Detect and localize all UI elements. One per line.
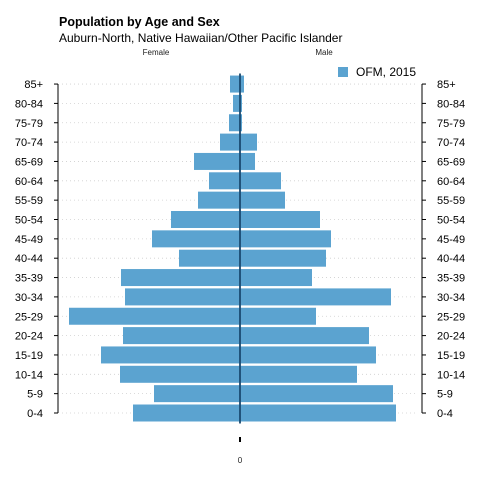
legend-label: OFM, 2015	[356, 65, 416, 79]
bar-female-20-24	[123, 327, 240, 345]
zero-tick-label: 0	[238, 456, 243, 465]
right-tick-label: 45-49	[437, 234, 465, 246]
right-tick-label: 15-19	[437, 350, 465, 362]
right-tick-label: 5-9	[437, 389, 453, 401]
right-tick-label: 25-29	[437, 311, 465, 323]
left-tick-label: 55-59	[15, 195, 43, 207]
left-tick-label: 25-29	[15, 311, 43, 323]
bar-female-55-59	[198, 191, 240, 209]
bar-male-15-19	[240, 346, 376, 364]
right-tick-label: 75-79	[437, 118, 465, 130]
bar-male-25-29	[240, 307, 316, 325]
female-side-label: Female	[143, 48, 170, 57]
left-tick-label: 40-44	[15, 253, 43, 265]
bar-male-30-34	[240, 288, 391, 306]
left-tick-label: 65-69	[15, 156, 43, 168]
chart-subtitle: Auburn-North, Native Hawaiian/Other Paci…	[59, 31, 342, 45]
bar-male-10-14	[240, 365, 357, 383]
bar-female-65-69	[194, 152, 240, 170]
bar-female-85+	[230, 75, 240, 93]
left-tick-label: 80-84	[15, 98, 43, 110]
bar-female-45-49	[152, 230, 240, 248]
right-tick-label: 65-69	[437, 156, 465, 168]
legend: OFM, 2015	[338, 65, 416, 79]
right-tick-label: 30-34	[437, 292, 465, 304]
bars-group	[69, 75, 396, 422]
bar-female-5-9	[154, 385, 240, 403]
right-tick-label: 50-54	[437, 215, 465, 227]
left-tick-label: 10-14	[15, 369, 43, 381]
right-tick-label: 60-64	[437, 176, 465, 188]
left-tick-label: 70-74	[15, 137, 43, 149]
bar-male-80-84	[240, 94, 242, 112]
bar-female-30-34	[125, 288, 240, 306]
bar-female-25-29	[69, 307, 240, 325]
right-tick-label: 35-39	[437, 273, 465, 285]
bar-male-45-49	[240, 230, 331, 248]
bar-female-15-19	[101, 346, 240, 364]
bar-male-50-54	[240, 211, 320, 228]
bar-female-80-84	[233, 94, 240, 112]
legend-swatch	[338, 67, 348, 77]
bar-male-20-24	[240, 327, 369, 345]
left-tick-label: 20-24	[15, 331, 43, 343]
right-axis: 0-4 5-9 10-14 15-19 20-24 25-29 30-34 35-39 40-4…	[421, 79, 465, 420]
left-tick-label: 85+	[24, 79, 43, 91]
bar-male-70-74	[240, 133, 257, 151]
right-tick-label: 70-74	[437, 137, 465, 149]
right-tick-label: 20-24	[437, 331, 465, 343]
left-tick-label: 45-49	[15, 234, 43, 246]
bar-male-60-64	[240, 172, 281, 190]
bar-female-75-79	[229, 114, 240, 132]
left-tick-label: 60-64	[15, 176, 43, 188]
left-tick-label: 35-39	[15, 273, 43, 285]
bar-female-35-39	[121, 269, 240, 287]
bar-female-40-44	[179, 249, 240, 267]
bar-female-50-54	[171, 211, 240, 228]
bar-male-75-79	[240, 114, 242, 132]
bar-male-55-59	[240, 191, 285, 209]
chart-title: Population by Age and Sex	[59, 15, 220, 29]
left-tick-label: 75-79	[15, 118, 43, 130]
left-tick-label: 50-54	[15, 215, 43, 227]
right-tick-label: 80-84	[437, 98, 465, 110]
bar-male-65-69	[240, 152, 255, 170]
left-tick-label: 0-4	[27, 408, 43, 420]
right-tick-label: 55-59	[437, 195, 465, 207]
bar-male-40-44	[240, 249, 326, 267]
left-tick-label: 30-34	[15, 292, 43, 304]
male-side-label: Male	[315, 48, 333, 57]
bar-female-70-74	[220, 133, 240, 151]
left-axis: 0-4 5-9 10-14 15-19 20-24 25-29 30-34 35-39 40-4…	[15, 79, 59, 420]
right-tick-label: 10-14	[437, 369, 465, 381]
bar-male-0-4	[240, 404, 396, 422]
bar-female-0-4	[133, 404, 240, 422]
right-tick-label: 85+	[437, 79, 456, 91]
right-tick-label: 0-4	[437, 408, 453, 420]
bar-male-35-39	[240, 269, 312, 287]
bar-female-10-14	[120, 365, 240, 383]
bar-male-85+	[240, 75, 244, 93]
bar-male-5-9	[240, 385, 393, 403]
right-tick-label: 40-44	[437, 253, 465, 265]
left-tick-label: 5-9	[27, 389, 43, 401]
bar-female-60-64	[209, 172, 240, 190]
left-tick-label: 15-19	[15, 350, 43, 362]
